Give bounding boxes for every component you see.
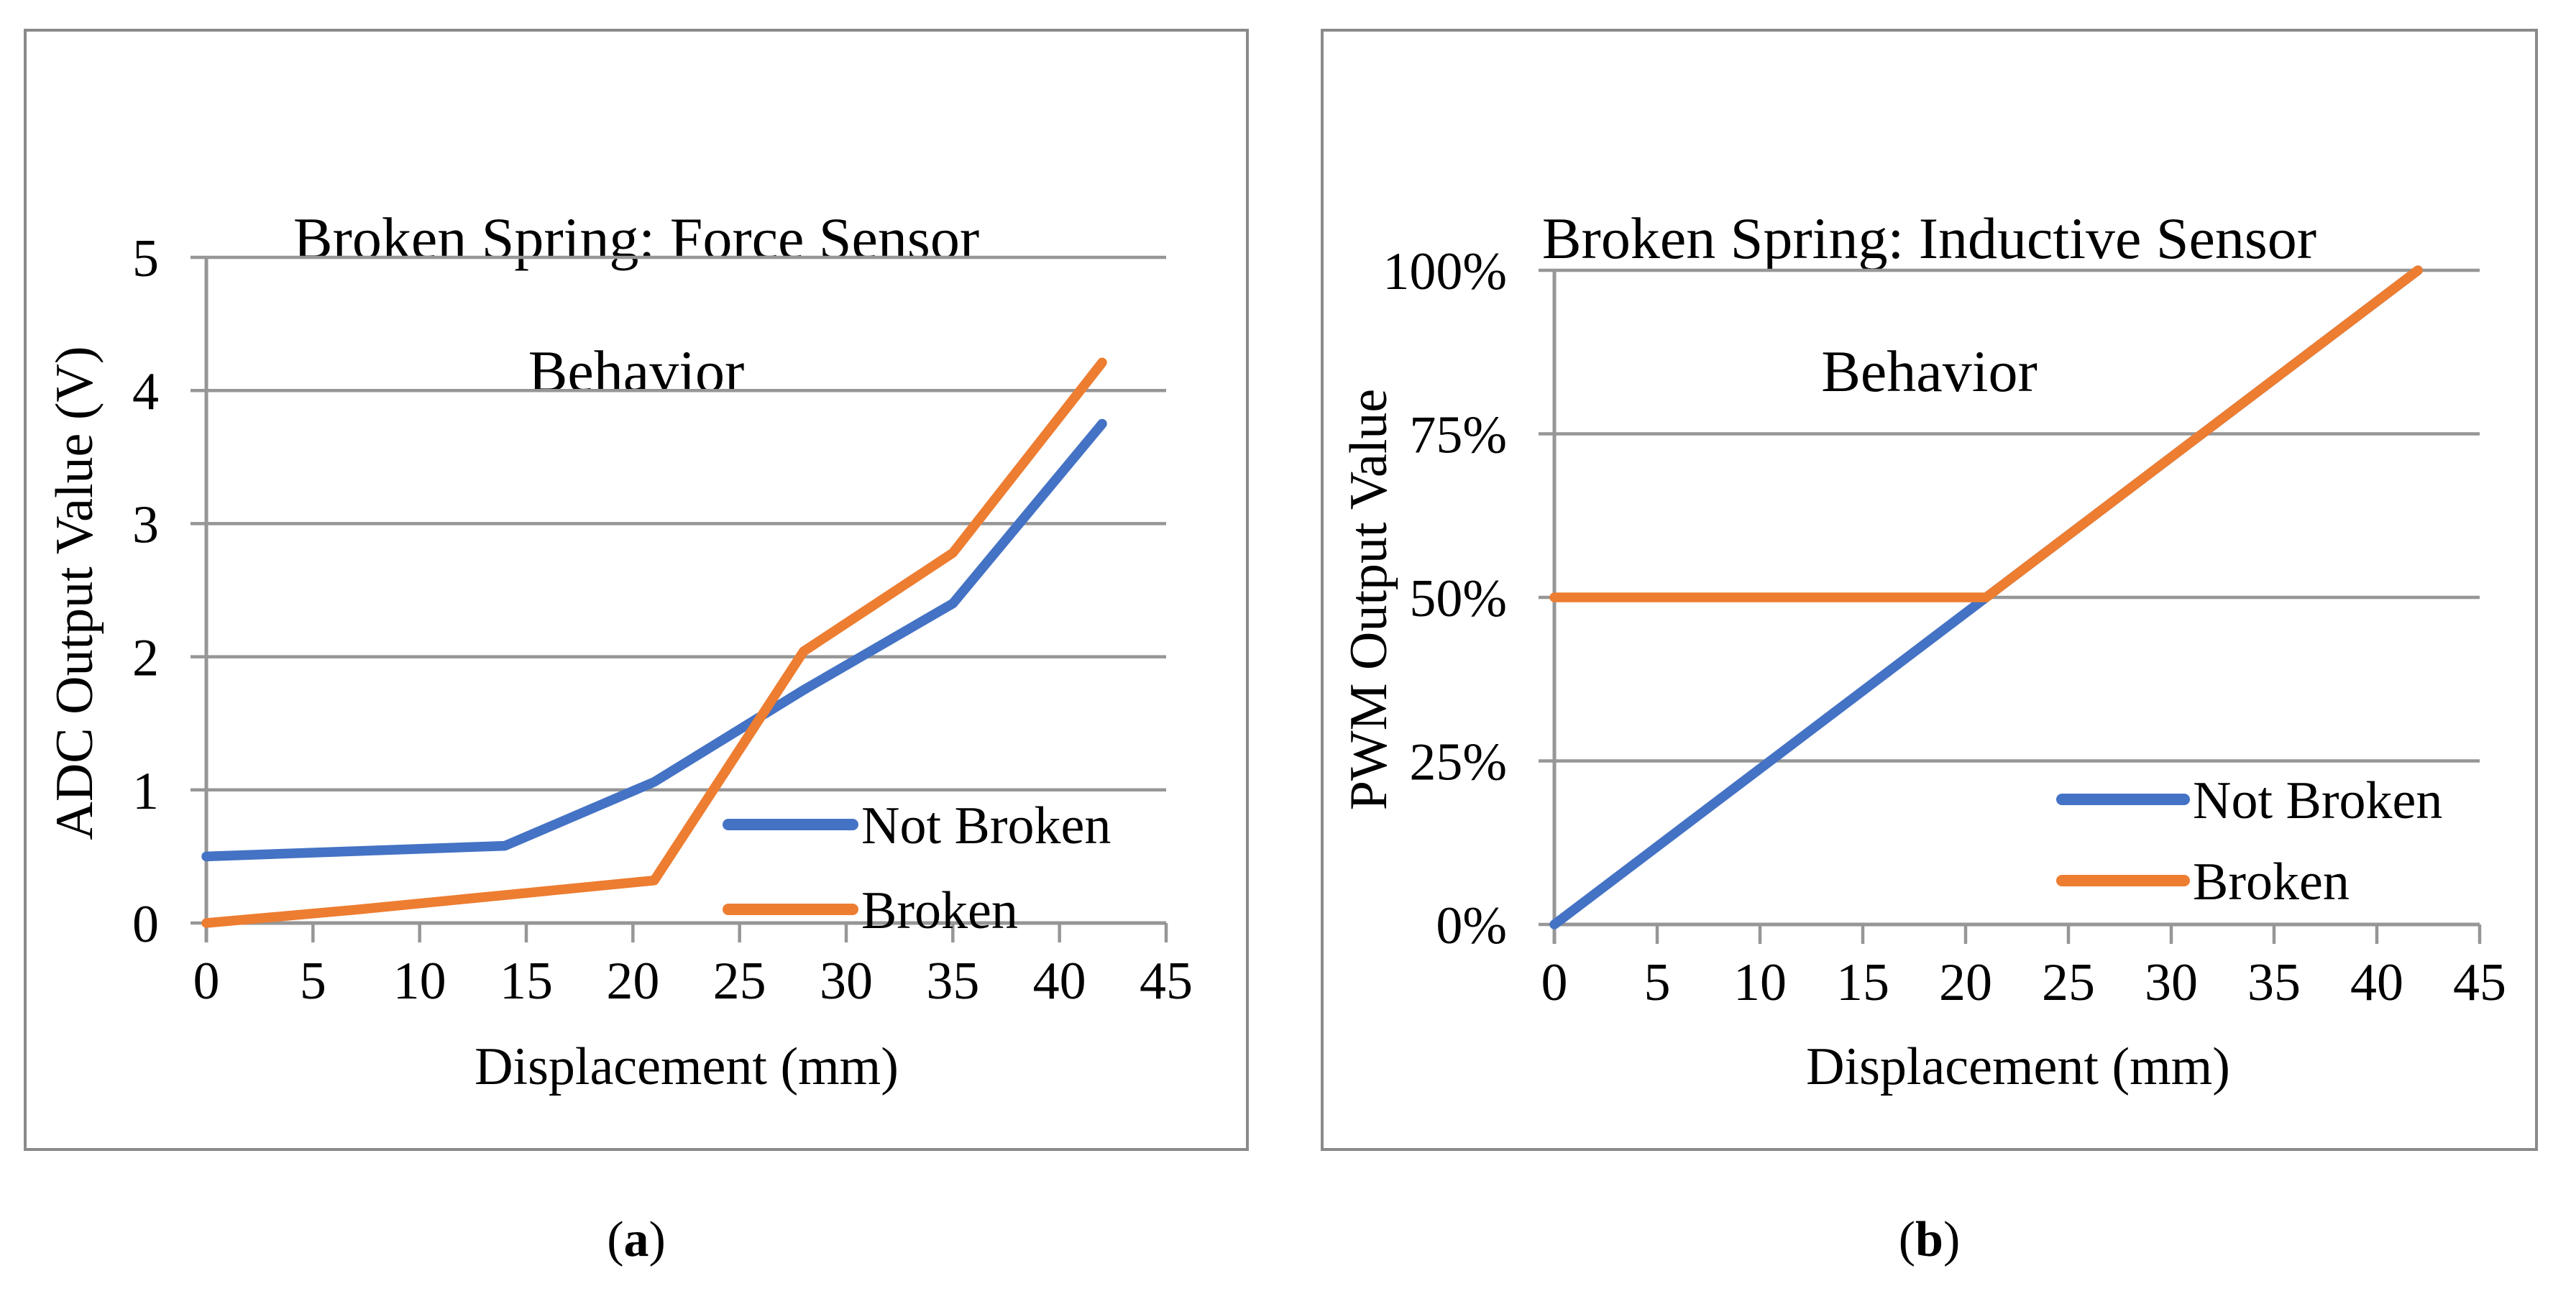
y-tick-label: 0% xyxy=(1436,896,1507,955)
chart-title-line2: Behavior xyxy=(1821,339,2038,404)
plot-area: 0% 25% 50% 75% 100% 0 5 10 15 20 25 30 35 40 45 Not Bro… xyxy=(1383,242,2506,1012)
x-tick-label: 0 xyxy=(1541,953,1568,1012)
caption-a-open-paren: ( xyxy=(607,1212,624,1267)
series-line-broken xyxy=(201,357,1107,928)
x-tick-label: 0 xyxy=(193,952,220,1011)
x-tick-label: 15 xyxy=(500,952,553,1011)
y-tick-label: 4 xyxy=(132,362,159,421)
legend-label: Not Broken xyxy=(2193,771,2442,830)
y-tick-label: 75% xyxy=(1409,406,1507,465)
x-tick-label: 25 xyxy=(713,952,766,1011)
x-tick-label: 10 xyxy=(1733,953,1787,1012)
panel-inductive-sensor-chart: Broken Spring: Inductive Sensor Behavior… xyxy=(1321,29,2538,1151)
x-tick-label: 45 xyxy=(2453,953,2506,1012)
x-tick-label: 10 xyxy=(393,952,446,1011)
caption-a: (a) xyxy=(24,1215,1249,1265)
x-tick-label: 30 xyxy=(2145,953,2198,1012)
y-tick-label: 50% xyxy=(1409,569,1507,628)
x-tick-label: 15 xyxy=(1836,953,1889,1012)
y-tick-label: 1 xyxy=(132,762,159,821)
x-tick-label: 30 xyxy=(820,952,873,1011)
y-tick-label: 25% xyxy=(1409,733,1507,792)
x-axis-title: Displacement (mm) xyxy=(1806,1037,2230,1096)
x-tick-label: 20 xyxy=(1939,953,1992,1012)
caption-a-letter: a xyxy=(623,1212,649,1267)
x-tick-label: 35 xyxy=(2247,953,2301,1012)
caption-b: (b) xyxy=(1321,1215,2538,1265)
chart-title-line1: Broken Spring: Force Sensor xyxy=(293,206,980,271)
x-tick-label: 5 xyxy=(300,952,326,1011)
chart-title-line1: Broken Spring: Inductive Sensor xyxy=(1541,206,2317,271)
series-line-broken xyxy=(1549,265,2423,602)
x-tick-label: 40 xyxy=(2350,953,2403,1012)
y-tick-label: 0 xyxy=(132,895,159,954)
legend-label: Broken xyxy=(861,881,1018,940)
legend-label: Broken xyxy=(2193,853,2350,912)
chart-title-line2: Behavior xyxy=(528,339,745,404)
x-tick-label: 25 xyxy=(2042,953,2095,1012)
caption-b-letter: b xyxy=(1915,1212,1943,1267)
x-tick-label: 20 xyxy=(606,952,659,1011)
y-tick-label: 100% xyxy=(1383,242,1507,301)
caption-b-open-paren: ( xyxy=(1898,1212,1916,1267)
chart-title: Broken Spring: Force Sensor Behavior xyxy=(27,172,1246,438)
legend-label: Not Broken xyxy=(861,797,1111,855)
y-tick-label: 3 xyxy=(132,495,159,554)
caption-a-close-paren: ) xyxy=(648,1212,666,1267)
x-tick-label: 40 xyxy=(1033,952,1086,1011)
y-tick-label: 2 xyxy=(132,629,159,688)
y-tick-label: 5 xyxy=(132,229,159,288)
x-tick-label: 35 xyxy=(926,952,979,1011)
panel-force-sensor-chart: Broken Spring: Force Sensor Behavior ADC… xyxy=(24,29,1249,1151)
x-axis-title: Displacement (mm) xyxy=(475,1037,899,1096)
chart-title: Broken Spring: Inductive Sensor Behavior xyxy=(1324,172,2535,438)
x-tick-label: 5 xyxy=(1644,953,1671,1012)
caption-b-close-paren: ) xyxy=(1943,1212,1961,1267)
series-line-not_broken xyxy=(201,418,1107,862)
x-tick-label: 45 xyxy=(1140,952,1193,1011)
